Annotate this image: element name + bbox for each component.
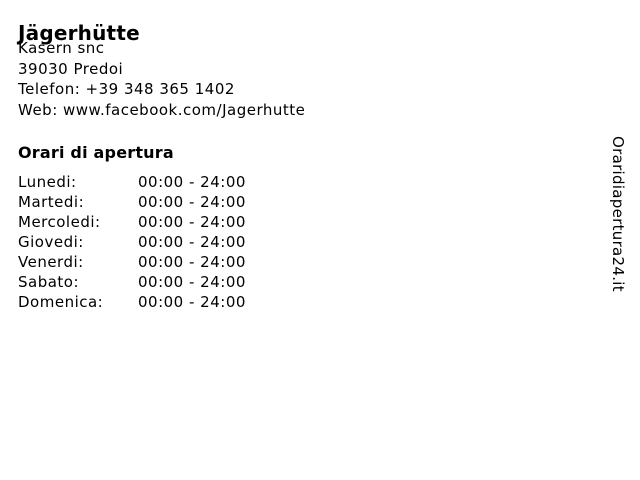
opening-hours-heading: Orari di apertura [18,143,174,162]
time-value: 00:00 - 24:00 [138,253,246,271]
phone-line: Telefon: +39 348 365 1402 [18,80,235,99]
page-title: Jägerhütte [18,21,140,46]
time-value: 00:00 - 24:00 [138,213,246,231]
web-line: Web: www.facebook.com/Jagerhutte [18,101,306,120]
address-line: Kasern snc [18,39,105,57]
hours-row-wednesday: Mercoledi: 00:00 - 24:00 [18,212,246,232]
business-info: Kasern snc 39030 Predoi Telefon: +39 348… [18,38,305,121]
day-label: Venerdi: [18,253,84,271]
hours-row-tuesday: Martedi: 00:00 - 24:00 [18,192,246,212]
day-label: Sabato: [18,273,80,291]
day-label: Martedi: [18,193,85,211]
time-value: 00:00 - 24:00 [138,293,246,311]
site-watermark: Oraridiapertura24.it [609,136,627,292]
day-label: Giovedi: [18,233,84,251]
hours-row-sunday: Domenica: 00:00 - 24:00 [18,292,246,312]
day-label: Domenica: [18,293,104,311]
hours-row-monday: Lunedi: 00:00 - 24:00 [18,172,246,192]
city-line: 39030 Predoi [18,59,124,78]
hours-row-friday: Venerdi: 00:00 - 24:00 [18,252,246,272]
time-value: 00:00 - 24:00 [138,173,246,191]
hours-row-saturday: Sabato: 00:00 - 24:00 [18,272,246,292]
time-value: 00:00 - 24:00 [138,273,246,291]
day-label: Mercoledi: [18,213,101,231]
time-value: 00:00 - 24:00 [138,193,246,211]
hours-row-thursday: Giovedi: 00:00 - 24:00 [18,232,246,252]
time-value: 00:00 - 24:00 [138,233,246,251]
opening-hours-table: Lunedi: 00:00 - 24:00 Martedi: 00:00 - 2… [18,172,246,312]
day-label: Lunedi: [18,173,77,191]
